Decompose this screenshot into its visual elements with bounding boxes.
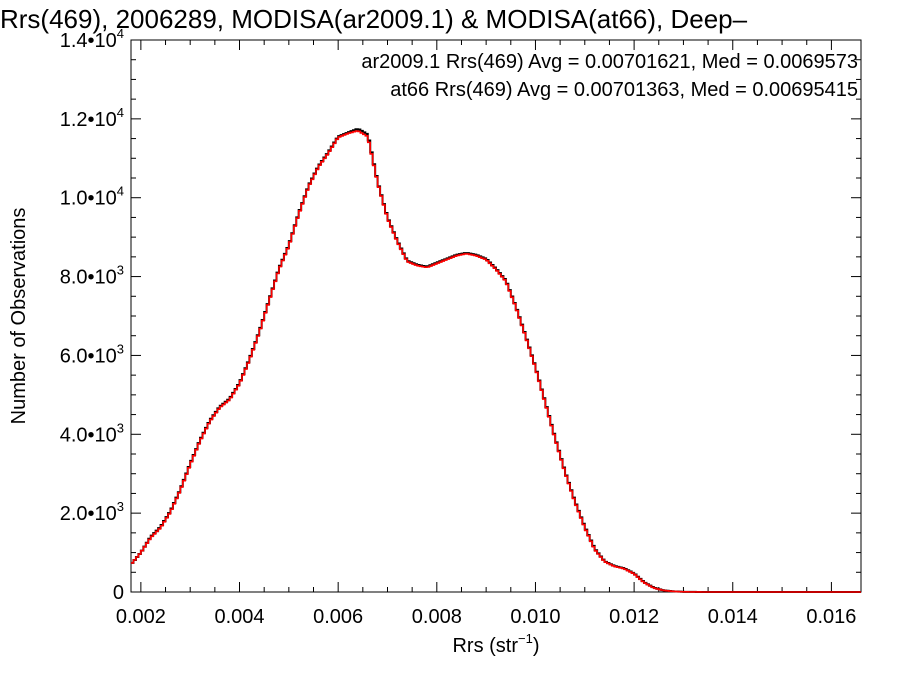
y-tick-label: 1.4•104 [60, 26, 124, 52]
x-tick-label: 0.006 [313, 606, 363, 628]
x-tick-label: 0.012 [609, 606, 659, 628]
x-tick-label: 0.016 [806, 606, 856, 628]
annotation-ar2009: ar2009.1 Rrs(469) Avg = 0.00701621, Med … [361, 51, 858, 73]
x-tick-label: 0.010 [510, 606, 560, 628]
y-axis-ticks: 0 2.0•103 4.0•103 6.0•103 8.0•103 1.0•104 1.2•… [60, 26, 861, 604]
y-tick-label: 8.0•103 [60, 263, 124, 289]
y-tick-label: 2.0•103 [60, 499, 124, 525]
x-tick-label: 0.004 [214, 606, 264, 628]
x-tick-label: 0.008 [412, 606, 462, 628]
annotation-at66: at66 Rrs(469) Avg = 0.00701363, Med = 0.… [390, 79, 858, 101]
x-axis-title: Rrs (str−1) [452, 631, 539, 657]
y-tick-label: 4.0•103 [60, 420, 124, 446]
x-tick-label: 0.002 [116, 606, 166, 628]
chart-title: Rrs(469), 2006289, MODISA(ar2009.1) & MO… [0, 4, 748, 34]
y-tick-label: 1.0•104 [60, 184, 124, 210]
y-tick-label: 0 [113, 582, 124, 604]
x-axis-ticks: 0.002 0.004 0.006 0.008 0.010 0.012 0.014 0.016 [116, 40, 856, 628]
y-tick-label: 6.0•103 [60, 341, 124, 367]
series-line-at66 [131, 130, 861, 593]
plot-area: 0.002 0.004 0.006 0.008 0.010 0.012 0.014 0.016… [60, 26, 862, 628]
x-axis-title-main: Rrs (str [452, 635, 518, 657]
x-axis-title-exponent: −1 [518, 631, 533, 646]
series-lines [131, 128, 861, 593]
y-tick-label: 1.2•104 [60, 105, 124, 131]
x-axis-title-close: ) [533, 635, 540, 657]
y-axis-title: Number of Observations [8, 208, 30, 425]
x-tick-label: 0.014 [708, 606, 758, 628]
